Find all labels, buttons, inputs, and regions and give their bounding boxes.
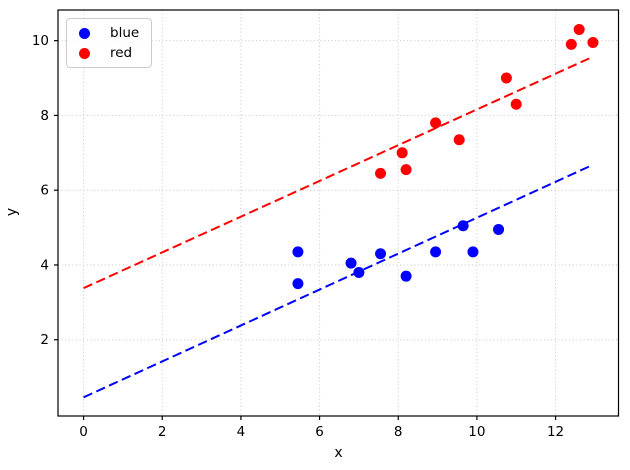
- red-data-point: [573, 23, 585, 35]
- red-data-point: [500, 72, 512, 84]
- legend-label-red: red: [110, 45, 133, 61]
- red-point-marker-icon: [79, 47, 90, 59]
- blue-data-point: [375, 248, 387, 260]
- y-tick-label: 6: [40, 183, 49, 199]
- x-tick-label: 4: [237, 424, 246, 440]
- blue-data-point: [493, 223, 505, 235]
- blue-data-point: [457, 220, 469, 232]
- red-data-point: [510, 98, 522, 110]
- legend-item-red: red: [79, 43, 139, 63]
- legend: blue red: [66, 18, 153, 68]
- x-tick-label: 10: [468, 424, 485, 440]
- blue-data-point: [292, 246, 304, 258]
- red-data-point: [565, 38, 577, 50]
- x-tick-label: 8: [394, 424, 403, 440]
- y-tick-label: 4: [40, 257, 49, 273]
- x-tick-label: 12: [547, 424, 564, 440]
- blue-point-marker-icon: [79, 27, 90, 39]
- x-axis-label: x: [334, 445, 343, 461]
- plot-border: [57, 9, 620, 417]
- red-data-point: [453, 134, 465, 146]
- red-data-point: [587, 37, 599, 49]
- red-data-point: [396, 147, 408, 159]
- blue-data-point: [400, 270, 412, 282]
- blue-data-point: [353, 266, 365, 278]
- x-tick-label: 6: [315, 424, 324, 440]
- legend-label-blue: blue: [110, 25, 140, 41]
- red-data-point: [375, 167, 387, 179]
- blue-data-point: [292, 278, 304, 290]
- blue-data-point: [430, 246, 442, 258]
- legend-item-blue: blue: [79, 23, 139, 43]
- red-trendline: [83, 55, 594, 290]
- y-axis-label: y: [4, 207, 21, 217]
- red-data-point: [430, 117, 442, 129]
- y-tick-label: 10: [32, 33, 49, 49]
- y-tick-label: 8: [40, 108, 49, 124]
- blue-trendline: [83, 163, 594, 399]
- x-tick-label: 2: [158, 424, 167, 440]
- y-tick-label: 2: [40, 332, 49, 348]
- blue-data-point: [345, 257, 357, 269]
- x-tick-label: 0: [79, 424, 88, 440]
- red-data-point: [400, 164, 412, 176]
- blue-data-point: [467, 246, 479, 258]
